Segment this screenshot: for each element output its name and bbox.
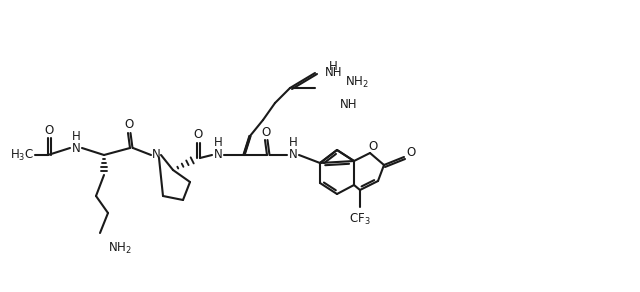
Text: H: H [289, 136, 298, 150]
Text: $\mathsf{NH_2}$: $\mathsf{NH_2}$ [108, 240, 132, 256]
Text: $\mathsf{CF_3}$: $\mathsf{CF_3}$ [349, 211, 371, 227]
Text: N: N [214, 149, 222, 161]
Text: H: H [328, 60, 337, 72]
Text: $\mathsf{H_3C}$: $\mathsf{H_3C}$ [10, 147, 34, 163]
Text: H: H [214, 135, 222, 149]
Text: NH: NH [325, 67, 342, 79]
Text: O: O [193, 128, 203, 142]
Text: N: N [72, 142, 81, 154]
Text: O: O [406, 147, 415, 159]
Text: O: O [369, 140, 378, 152]
Text: NH: NH [340, 98, 358, 112]
Text: N: N [289, 149, 298, 161]
Text: O: O [124, 119, 134, 131]
Text: O: O [44, 124, 54, 136]
Text: O: O [261, 126, 271, 138]
Text: H: H [72, 131, 81, 143]
Text: N: N [152, 149, 161, 161]
Text: $\mathsf{NH_2}$: $\mathsf{NH_2}$ [345, 74, 369, 90]
